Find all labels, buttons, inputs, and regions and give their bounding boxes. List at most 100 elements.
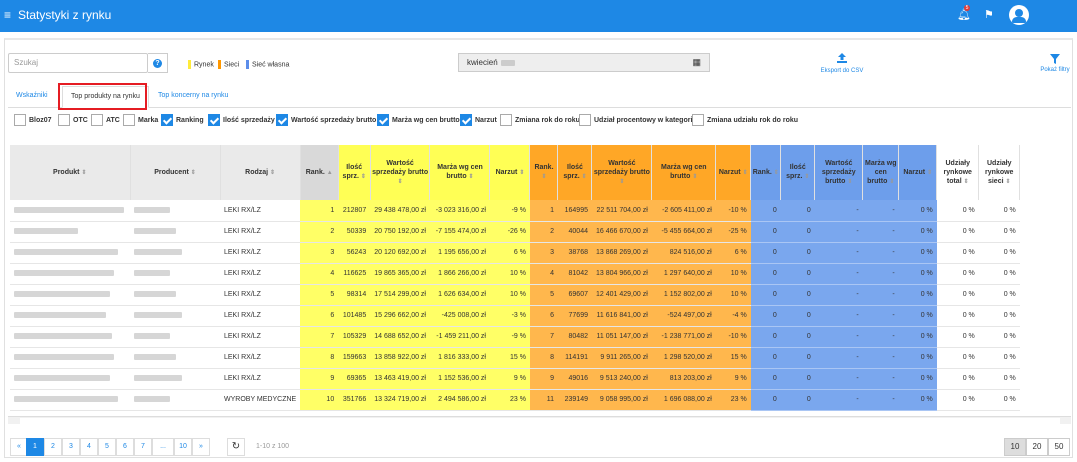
col-rynek-rank[interactable]: Rank. ▲ — [300, 145, 339, 200]
scrollbar-thumb[interactable] — [20, 418, 1060, 424]
page-size-10[interactable]: 10 — [1004, 438, 1026, 456]
rynek-narzut-cell: 10 % — [489, 284, 530, 306]
rynek-wartosc-cell: 13 858 922,00 zł — [370, 347, 430, 369]
page-range: 1-10 z 100 — [256, 443, 290, 450]
table-row[interactable]: LEKI RX/LZ 8 159663 13 858 922,00 zł 1 816 3… — [10, 347, 1020, 369]
wlasna-narzut-cell: 0 % — [898, 221, 937, 243]
page-button[interactable]: ... — [152, 438, 174, 456]
rynek-ilosc-cell: 69365 — [338, 368, 371, 390]
page-button[interactable]: 2 — [44, 438, 62, 456]
producer-name-redacted — [130, 389, 220, 411]
table-row[interactable]: LEKI RX/LZ 2 50339 20 750 192,00 zł -7 155 4… — [10, 221, 1020, 243]
checkbox-udzial[interactable]: Udział procentowy w kategorii — [579, 114, 694, 128]
page-button[interactable]: 7 — [134, 438, 152, 456]
table-row[interactable]: WYROBY MEDYCZNE 10 351766 13 324 719,00 zł 2… — [10, 389, 1020, 411]
checkbox-atc[interactable]: ATC — [91, 114, 120, 128]
menu-icon[interactable]: ≡ — [4, 8, 12, 22]
col-wlasna-ilosc[interactable]: Ilość sprz. ⇕ — [780, 145, 816, 200]
col-sieci-wartosc[interactable]: Wartość sprzedaży brutto ⇕ — [591, 145, 653, 200]
page-button[interactable]: 5 — [98, 438, 116, 456]
page-button[interactable]: 6 — [116, 438, 134, 456]
wlasna-marza-cell: - — [862, 368, 899, 390]
col-producent[interactable]: Producent ⇕ — [130, 145, 221, 200]
udzial-total-cell: 0 % — [936, 284, 979, 306]
show-filters-button[interactable]: Pokaż filtry — [1035, 53, 1075, 73]
horizontal-scrollbar[interactable] — [8, 416, 1071, 424]
wlasna-rank-cell: 0 — [750, 263, 781, 285]
checkbox-bloz07[interactable]: Bloz07 — [14, 114, 52, 128]
checkbox-zmiana[interactable]: Zmiana rok do roku — [500, 114, 580, 128]
help-icon: ? — [153, 59, 162, 68]
col-sieci-marza[interactable]: Marża wg cen brutto ⇕ — [651, 145, 717, 200]
col-rynek-wartosc[interactable]: Wartość sprzedaży brutto ⇕ — [370, 145, 431, 200]
wlasna-ilosc-cell: 0 — [780, 284, 815, 306]
export-csv-button[interactable]: Eksport do CSV — [812, 52, 872, 74]
page-size-50[interactable]: 50 — [1048, 438, 1070, 456]
sieci-ilosc-cell: 77699 — [557, 305, 592, 327]
date-picker[interactable]: kwiecień ▦ — [458, 53, 710, 72]
col-rodzaj[interactable]: Rodzaj ⇕ — [220, 145, 301, 200]
col-wlasna-narzut[interactable]: Narzut ⇕ — [898, 145, 938, 200]
avatar[interactable] — [1009, 5, 1029, 25]
col-produkt[interactable]: Produkt ⇕ — [10, 145, 131, 200]
sieci-narzut-cell: 9 % — [715, 368, 751, 390]
checkbox-ilosc[interactable]: Ilość sprzedaży — [208, 114, 275, 128]
table-row[interactable]: LEKI RX/LZ 1 212807 29 438 478,00 zł -3 023 … — [10, 200, 1020, 222]
sieci-ilosc-cell: 114191 — [557, 347, 592, 369]
flag-icon[interactable]: ⚑ — [984, 9, 994, 21]
wlasna-narzut-cell: 0 % — [898, 389, 937, 411]
legend-swatch — [218, 60, 221, 69]
next-page-button[interactable]: » — [192, 438, 210, 456]
checkbox-narzut[interactable]: Narzut — [460, 114, 497, 128]
rynek-wartosc-cell: 20 750 192,00 zł — [370, 221, 430, 243]
col-wlasna-marza[interactable]: Marża wg cen brutto ⇕ — [862, 145, 900, 200]
checkbox-marka[interactable]: Marka — [123, 114, 158, 128]
rynek-wartosc-cell: 29 438 478,00 zł — [370, 200, 430, 222]
page-size-20[interactable]: 20 — [1026, 438, 1048, 456]
col-rynek-marza[interactable]: Marża wg cen brutto ⇕ — [429, 145, 491, 200]
rodzaj-cell: LEKI RX/LZ — [220, 305, 301, 327]
checkbox-marza[interactable]: Marża wg cen brutto — [377, 114, 460, 128]
table-row[interactable]: LEKI RX/LZ 7 105329 14 688 652,00 zł -1 459 … — [10, 326, 1020, 348]
bell-icon[interactable]: 🔔︎ — [957, 9, 971, 21]
table-row[interactable]: LEKI RX/LZ 9 69365 13 463 419,00 zł 1 152 53… — [10, 368, 1020, 390]
udzial-sieci-cell: 0 % — [978, 263, 1020, 285]
col-sieci-ilosc[interactable]: Ilość sprz. ⇕ — [557, 145, 593, 200]
calendar-icon[interactable]: ▦ — [692, 57, 701, 67]
rynek-wartosc-cell: 20 120 692,00 zł — [370, 242, 430, 264]
product-name-redacted — [10, 263, 130, 285]
page-button[interactable]: 1 — [26, 438, 44, 456]
search-help-button[interactable]: ? — [148, 53, 168, 73]
checkbox-otc[interactable]: OTC — [58, 114, 88, 128]
col-sieci-narzut[interactable]: Narzut ⇕ — [715, 145, 752, 200]
table-row[interactable]: LEKI RX/LZ 3 56243 20 120 692,00 zł 1 195 65… — [10, 242, 1020, 264]
refresh-icon[interactable]: ↻ — [227, 438, 245, 456]
page-button[interactable]: 4 — [80, 438, 98, 456]
page-button[interactable]: 3 — [62, 438, 80, 456]
page-button[interactable]: 10 — [174, 438, 192, 456]
col-udzial-total[interactable]: Udziały rynkowe total ⇕ — [936, 145, 980, 200]
search-input[interactable]: Szukaj — [8, 53, 148, 73]
checkbox-zmiana-udzialu[interactable]: Zmiana udziału rok do roku — [692, 114, 798, 128]
col-sieci-rank[interactable]: Rank. ⇕ — [529, 145, 559, 200]
sieci-marza-cell: 1 696 088,00 zł — [651, 389, 716, 411]
col-wlasna-rank[interactable]: Rank. ⇕ — [750, 145, 782, 200]
col-rynek-ilosc[interactable]: Ilość sprz. ⇕ — [338, 145, 371, 200]
col-wlasna-wartosc[interactable]: Wartość sprzedaży brutto ⇕ — [814, 145, 864, 200]
tab-top-produkty[interactable]: Top produkty na rynku — [62, 86, 149, 108]
table-row[interactable]: LEKI RX/LZ 4 116625 19 865 365,00 zł 1 866 2… — [10, 263, 1020, 285]
wlasna-marza-cell: - — [862, 200, 899, 222]
col-udzial-sieci[interactable]: Udziały rynkowe sieci ⇕ — [978, 145, 1021, 200]
col-rynek-narzut[interactable]: Narzut ⇕ — [489, 145, 531, 200]
checkbox-wartosc[interactable]: Wartość sprzedaży brutto — [276, 114, 376, 128]
table-row[interactable]: LEKI RX/LZ 6 101485 15 296 662,00 zł -425 00… — [10, 305, 1020, 327]
rodzaj-cell: LEKI RX/LZ — [220, 263, 301, 285]
tab-top-koncerny[interactable]: Top koncerny na rynku — [158, 92, 229, 99]
table-row[interactable]: LEKI RX/LZ 5 98314 17 514 299,00 zł 1 626 63… — [10, 284, 1020, 306]
legend-rynek: Rynek — [188, 60, 214, 69]
sieci-ilosc-cell: 239149 — [557, 389, 592, 411]
sieci-marza-cell: 1 152 802,00 zł — [651, 284, 716, 306]
sieci-marza-cell: 1 298 520,00 zł — [651, 347, 716, 369]
checkbox-ranking[interactable]: Ranking — [161, 114, 204, 128]
tab-wskazniki[interactable]: Wskaźniki — [16, 92, 48, 99]
